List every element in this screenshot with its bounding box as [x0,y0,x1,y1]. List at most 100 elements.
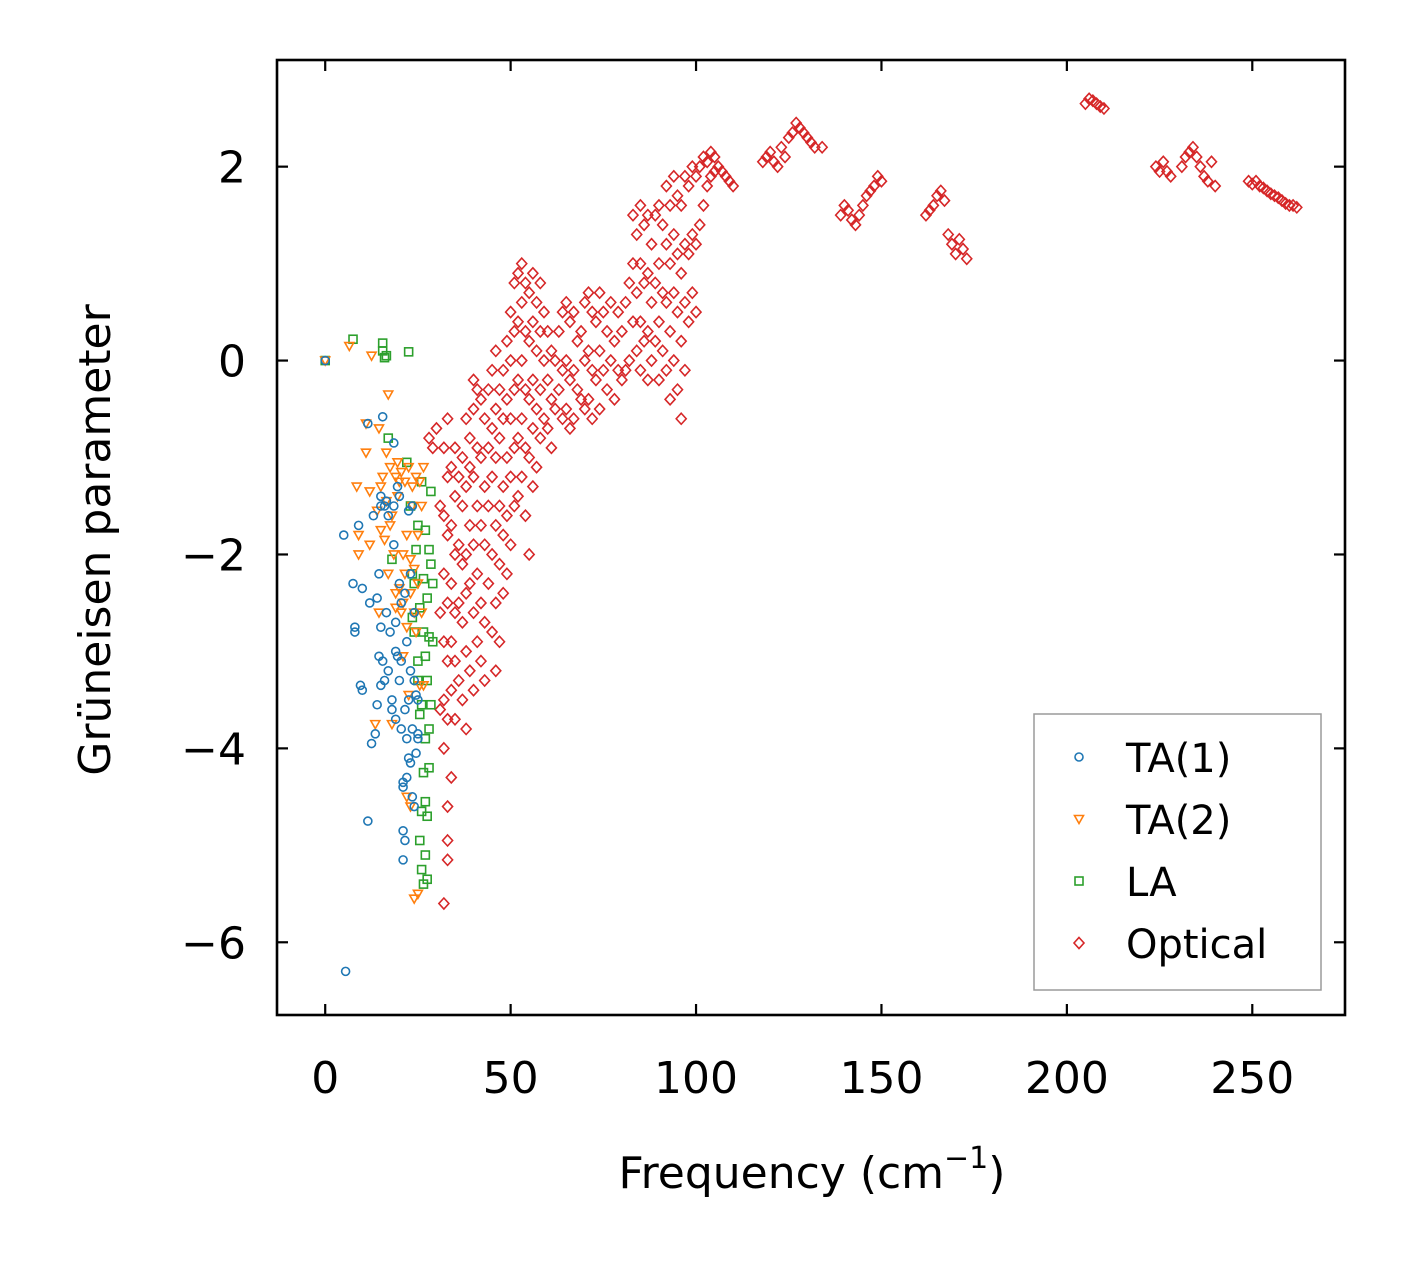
data-point [410,627,422,639]
data-point [394,491,405,502]
data-point [586,363,599,377]
data-point [511,315,525,329]
data-point [623,276,636,290]
data-point [353,520,364,531]
data-point [634,315,647,329]
data-point [660,295,673,310]
data-point [511,266,525,280]
data-point [420,850,431,860]
data-point [675,198,688,213]
data-point [448,605,462,620]
data-point [589,315,602,329]
data-point [396,598,407,608]
y-tick-label: 2 [218,143,246,194]
data-point [369,719,382,731]
data-point [376,501,386,511]
data-point [387,550,400,561]
data-point [389,501,399,511]
data-point [500,334,513,348]
data-point [945,237,958,251]
data-point [849,218,862,232]
data-point [675,334,688,348]
data-point [515,295,528,310]
data-point [437,741,450,756]
data-point [471,441,484,455]
data-point [597,363,610,377]
data-point [413,733,423,744]
data-point [414,709,425,720]
data-point [775,140,788,154]
data-point [686,227,699,242]
data-point [401,636,412,647]
data-point [604,295,617,310]
data-point [1205,155,1218,169]
data-point [413,656,423,666]
data-point [523,547,536,562]
data-point [537,412,551,426]
data-point [409,801,420,812]
data-point [426,441,439,455]
data-point [645,353,658,368]
data-point [386,511,398,522]
data-point [478,412,491,426]
data-point [664,392,677,407]
data-point [396,656,407,666]
data-point [414,835,425,846]
data-point [404,555,417,566]
data-point [441,596,454,610]
data-point [842,203,855,217]
data-point [664,198,677,213]
data-point [1253,179,1266,193]
data-point [497,363,510,377]
data-point [422,874,432,885]
data-point [638,334,651,348]
data-point [426,699,436,710]
data-point [452,596,465,610]
data-point [526,315,539,329]
data-point [638,218,651,232]
data-point [413,477,426,488]
data-point [478,538,491,552]
data-point [689,305,703,319]
data-point [556,412,569,426]
data-point [399,477,411,488]
data-point [593,286,606,300]
data-point [552,324,565,339]
data-point [434,499,447,513]
data-point [422,593,432,603]
data-point [360,448,372,459]
data-point [411,690,421,700]
data-point [402,462,415,474]
data-point [338,530,349,540]
data-point [408,894,421,905]
data-point [427,636,438,647]
data-point [420,796,431,807]
data-point [867,179,881,193]
data-point [400,704,410,715]
data-point [460,547,473,562]
data-point [760,150,773,164]
data-point [441,799,454,814]
data-point [482,499,495,513]
data-point [376,491,386,502]
y-axis-label: Grüneisen parameter [70,303,121,775]
data-point [400,622,413,634]
data-point [452,673,465,688]
data-point [420,525,431,536]
data-point [530,402,543,416]
data-point [530,460,543,474]
data-point [567,412,580,426]
data-point [678,295,691,310]
data-point [608,334,621,348]
data-point [552,382,565,397]
data-point [875,174,888,188]
data-point [508,276,521,290]
data-point [771,159,784,174]
axis-ticks [277,60,1345,1015]
data-point [786,126,799,140]
data-point [381,350,392,361]
data-point [379,352,390,363]
data-point [511,431,525,445]
data-point [416,806,427,817]
data-point [471,382,484,397]
